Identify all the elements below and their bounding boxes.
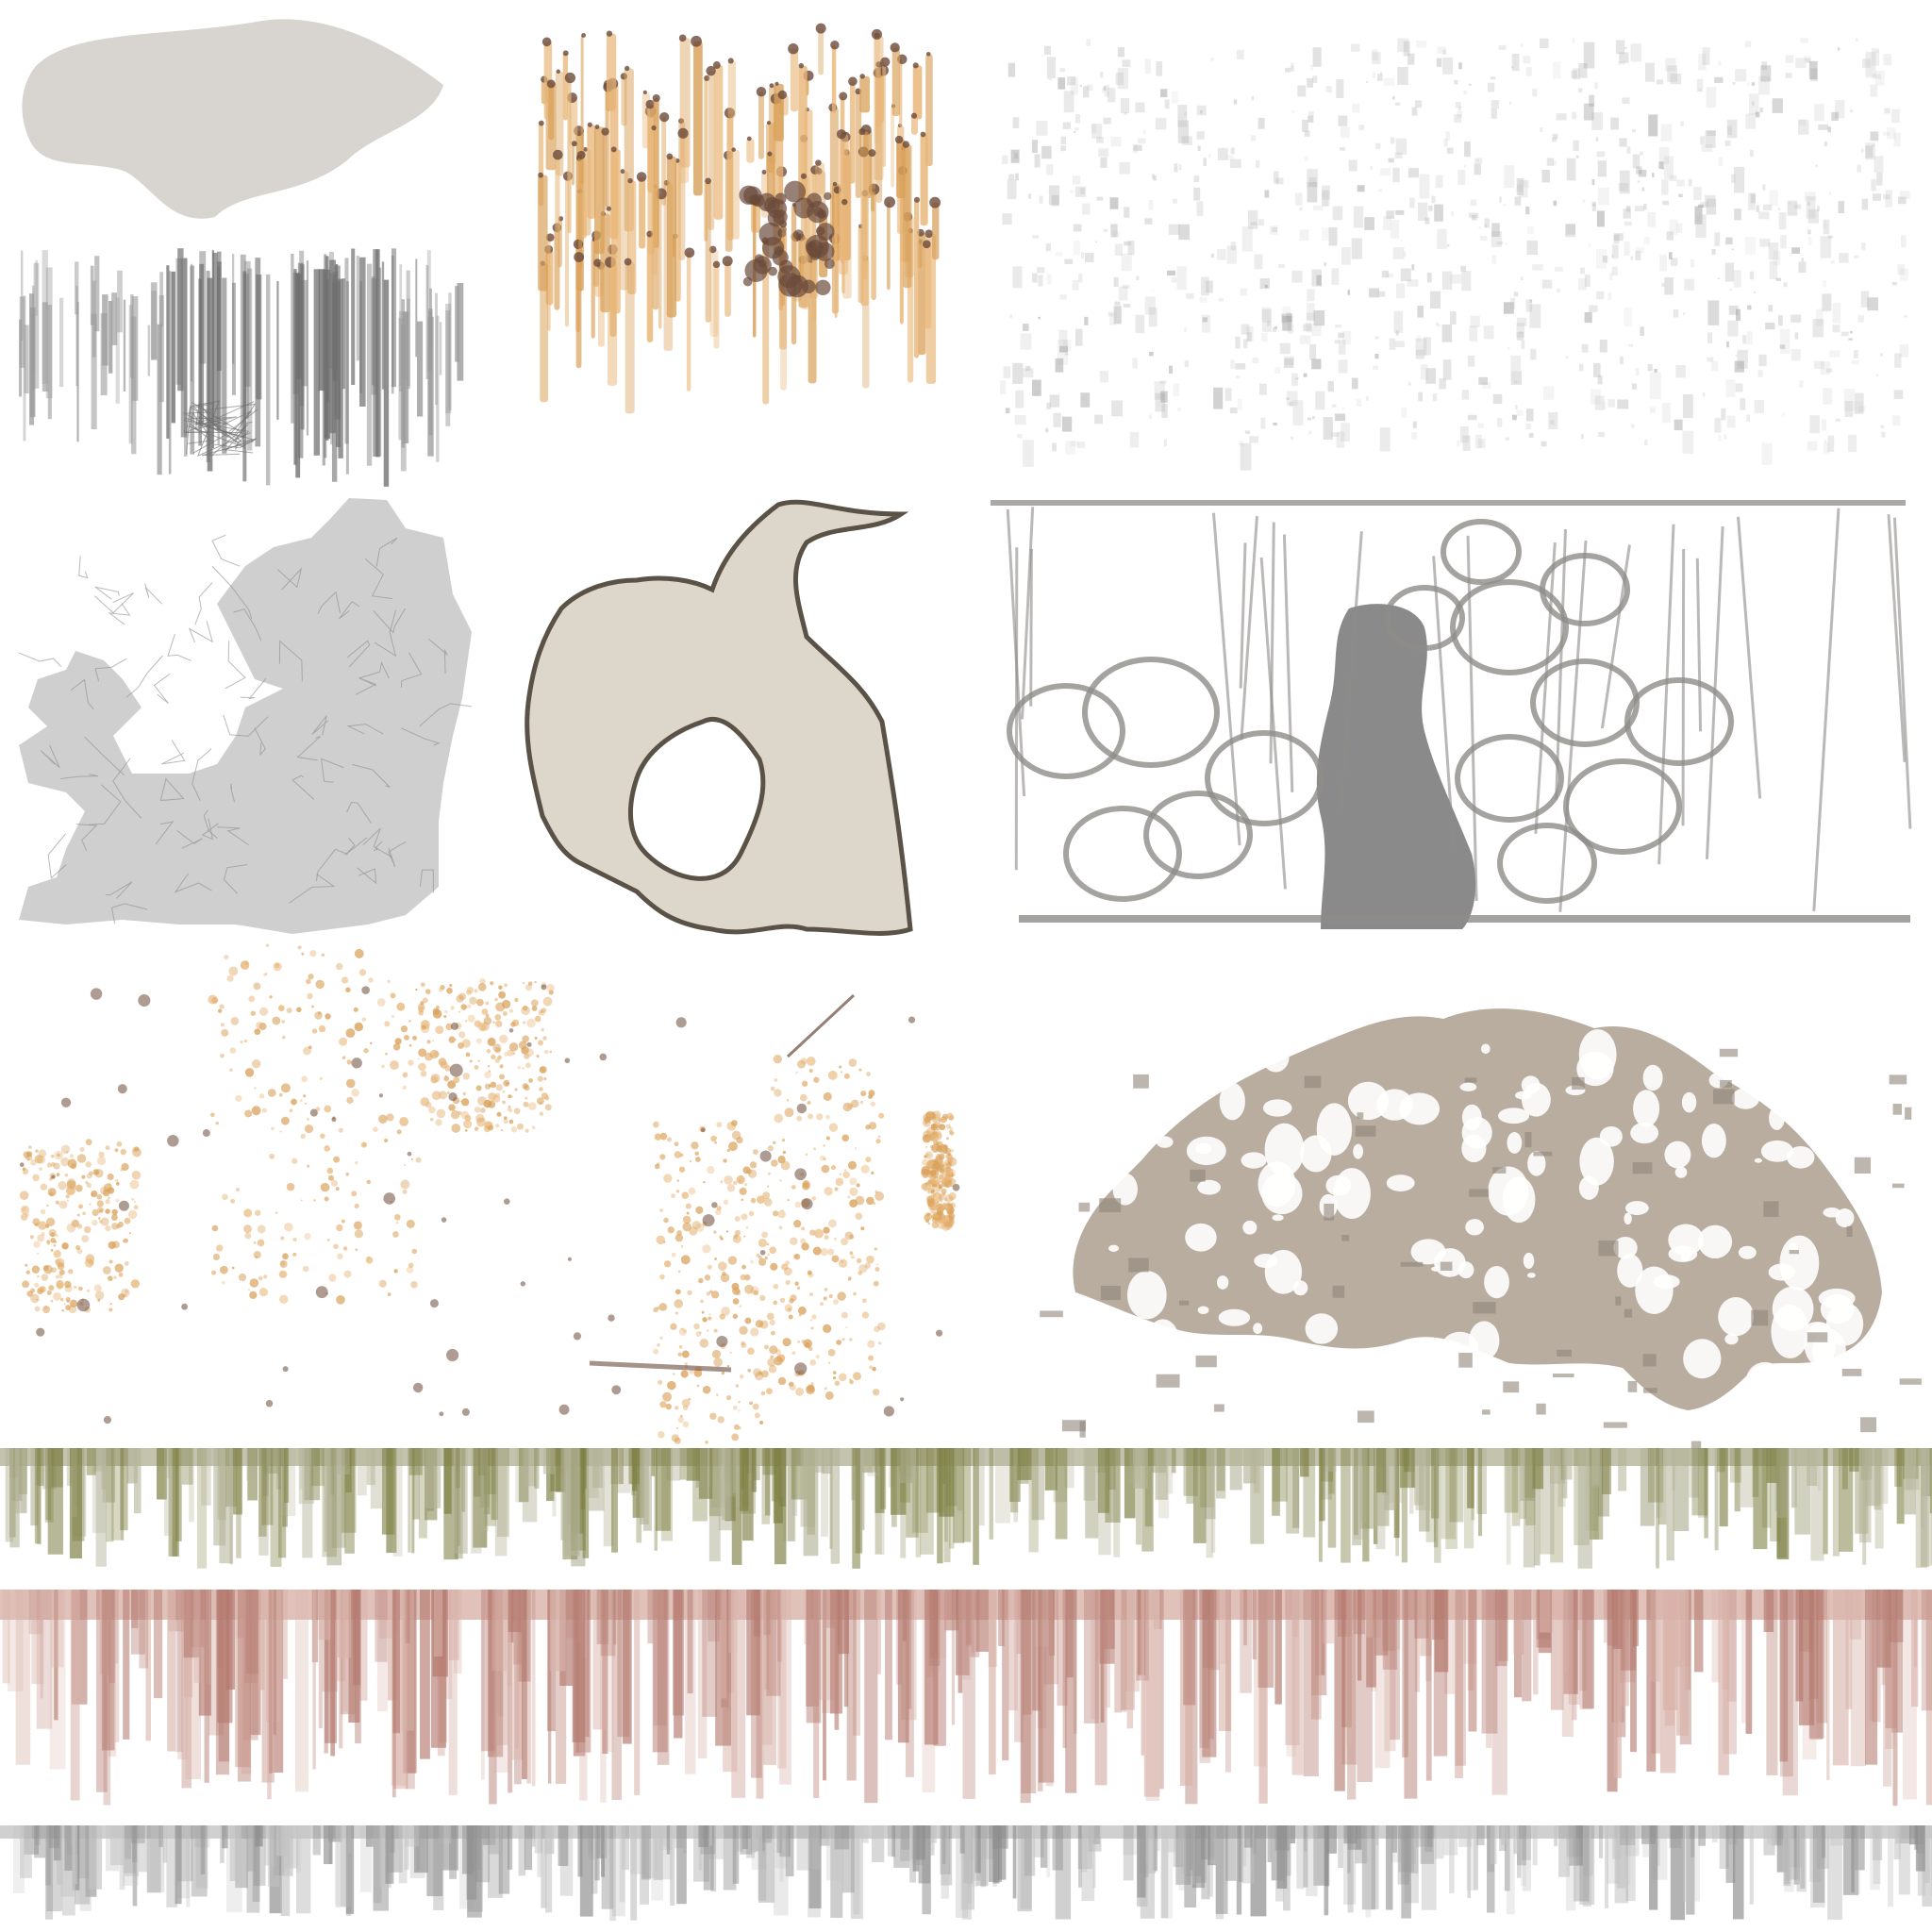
grey-drip-strip-icon: [0, 1825, 1932, 1932]
plaster-chunk-icon: [17, 9, 451, 226]
cracked-concrete-icon: [981, 495, 1915, 943]
cracked-plaster-icon: [9, 491, 481, 934]
dirt-smudge-icon: [1000, 19, 1910, 471]
peeling-paint-icon: [1000, 991, 1924, 1450]
rust-spots-icon: [14, 943, 960, 1444]
grime-drips-icon: [14, 241, 467, 487]
moss-strip-icon: [0, 1448, 1932, 1599]
chipped-plaster-hole-icon: [524, 495, 920, 939]
red-stain-strip-icon: [0, 1590, 1932, 1844]
rust-streaks-icon: [528, 17, 943, 451]
